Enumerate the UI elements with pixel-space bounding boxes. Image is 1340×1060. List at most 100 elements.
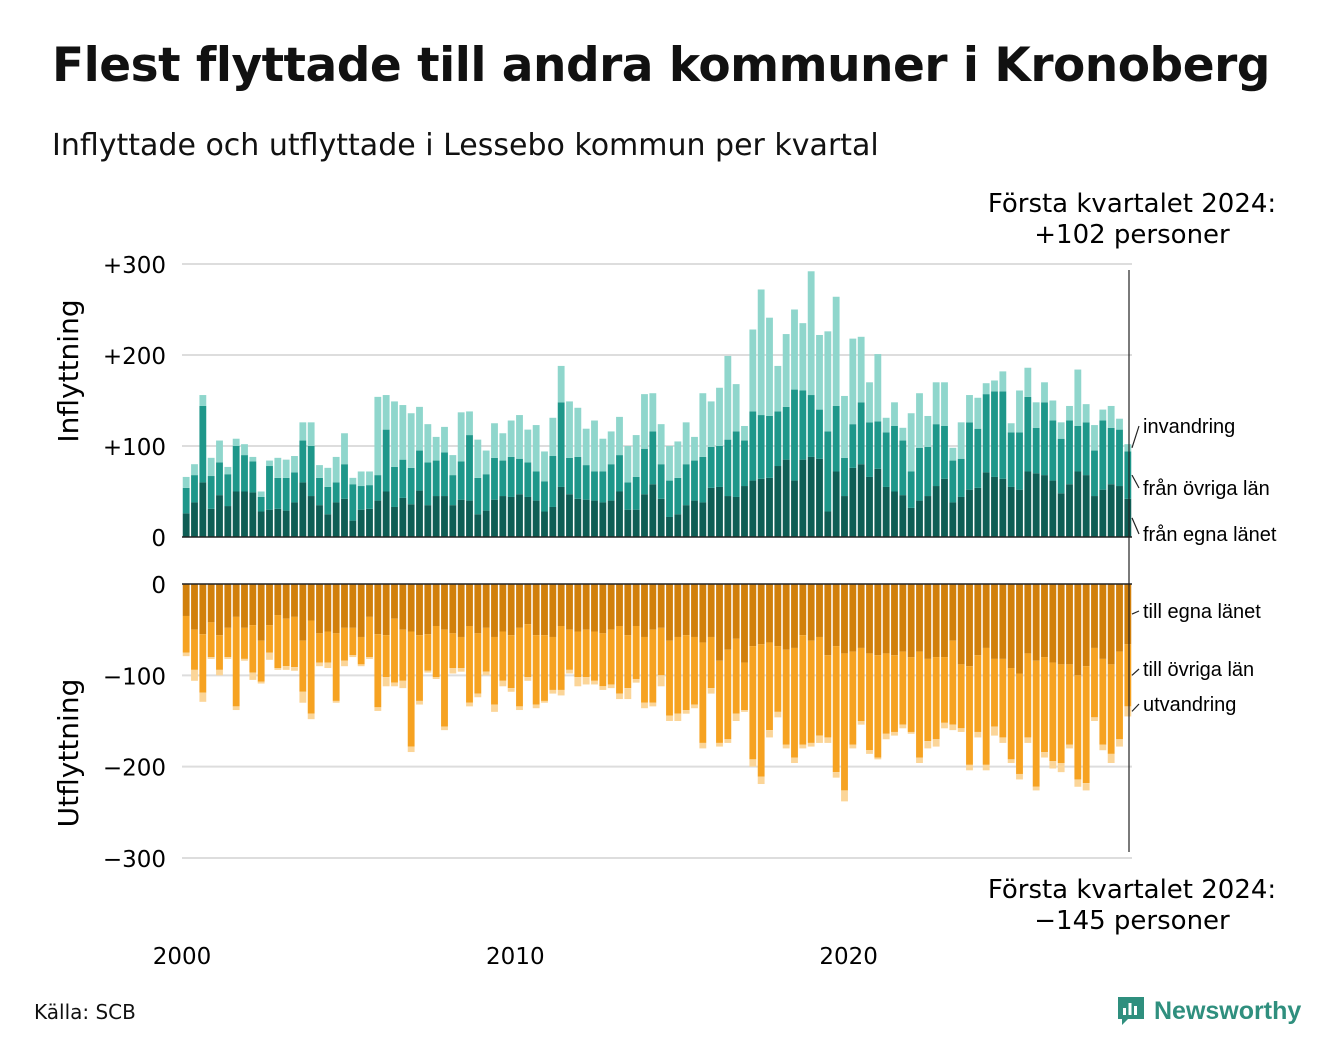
bar-in-invandring (799, 323, 807, 391)
bar-out-utvandring (332, 700, 340, 703)
bar-out-egna (991, 584, 998, 659)
bar-in-invandring (491, 423, 498, 458)
bar-in-egna (732, 496, 740, 537)
bar-in-ovriga (816, 409, 823, 459)
bar-out-utvandring (1116, 739, 1123, 747)
bar-out-utvandring (541, 700, 548, 703)
bar-out-ovriga (216, 635, 223, 670)
bar-in-ovriga (507, 456, 515, 497)
bar-out-egna (666, 584, 673, 641)
bar-in-egna (207, 508, 215, 537)
bar-in-invandring (449, 455, 457, 476)
bar-in-invandring (699, 393, 707, 457)
bar-in-ovriga (974, 428, 982, 488)
bar-out-egna (882, 584, 890, 654)
bar-out-egna (907, 584, 915, 658)
bar-out-egna (866, 584, 873, 654)
bar-in-invandring (341, 433, 348, 465)
bar-out-utvandring (591, 680, 598, 685)
bar-out-utvandring (241, 658, 248, 661)
bar-in-ovriga (282, 477, 290, 511)
bar-in-egna (707, 487, 715, 537)
bar-in-ovriga (449, 475, 457, 506)
bar-out-utvandring (324, 662, 332, 669)
bar-out-ovriga (307, 620, 315, 714)
bar-out-ovriga (224, 627, 232, 658)
bar-in-ovriga (1082, 422, 1090, 476)
bar-out-egna (966, 584, 973, 667)
bar-in-ovriga (466, 435, 473, 501)
bar-in-egna (782, 459, 790, 537)
bar-in-invandring (199, 395, 207, 406)
bar-in-egna (374, 500, 382, 537)
bar-out-egna (674, 584, 682, 637)
bar-in-egna (766, 477, 773, 537)
bar-in-invandring (332, 456, 340, 483)
bar-out-utvandring (574, 677, 582, 687)
bar-in-invandring (349, 477, 357, 485)
bar-in-egna (1099, 489, 1107, 537)
bar-out-utvandring (1049, 761, 1057, 769)
bar-out-egna (574, 584, 582, 632)
bar-out-utvandring (999, 737, 1007, 743)
bar-in-egna (332, 502, 340, 537)
bar-out-ovriga (282, 618, 290, 667)
bar-in-ovriga (824, 431, 832, 512)
bar-in-invandring (441, 426, 448, 453)
bar-out-egna (941, 584, 948, 658)
bar-out-egna (632, 584, 640, 627)
bar-in-egna (774, 466, 782, 537)
bar-out-utvandring (1066, 744, 1073, 749)
bar-in-ovriga (699, 456, 707, 503)
bar-in-invandring (507, 420, 515, 457)
bar-in-ovriga (332, 482, 340, 503)
bar-in-invandring (741, 425, 748, 441)
bar-out-ovriga (991, 658, 998, 727)
bar-out-utvandring (1007, 759, 1015, 764)
bar-out-utvandring (316, 662, 323, 667)
y-tick-label: 0 (151, 526, 166, 552)
bar-in-ovriga (182, 487, 190, 514)
bar-in-ovriga (566, 457, 573, 495)
bar-in-ovriga (457, 461, 465, 500)
bar-in-ovriga (1074, 425, 1082, 472)
bar-in-egna (291, 502, 298, 537)
bar-out-egna (282, 584, 290, 619)
bar-in-egna (1082, 475, 1090, 537)
bar-out-egna (357, 584, 365, 637)
bar-out-egna (499, 584, 507, 632)
bar-in-invandring (282, 459, 290, 478)
bar-in-egna (457, 499, 465, 537)
bar-in-egna (907, 507, 915, 537)
bar-out-utvandring (307, 713, 315, 720)
bar-in-invandring (1041, 382, 1048, 403)
bar-in-invandring (674, 441, 682, 478)
bar-in-egna (341, 498, 348, 537)
bar-out-ovriga (741, 662, 748, 711)
bar-in-ovriga (782, 406, 790, 460)
bar-in-ovriga (724, 439, 732, 497)
bar-out-utvandring (532, 704, 540, 709)
bar-out-utvandring (966, 764, 973, 771)
bar-in-ovriga (582, 465, 590, 500)
bar-out-ovriga (641, 636, 648, 703)
bar-out-utvandring (432, 677, 440, 679)
bar-in-invandring (882, 417, 890, 433)
bar-in-invandring (807, 271, 815, 396)
bar-in-egna (874, 468, 882, 537)
bar-out-ovriga (299, 640, 307, 692)
bar-out-ovriga (207, 622, 215, 658)
bar-in-invandring (924, 415, 932, 447)
bar-in-egna (616, 491, 623, 537)
bar-in-egna (316, 505, 323, 537)
bar-out-egna (1124, 584, 1132, 645)
bar-out-ovriga (316, 633, 323, 663)
bar-out-egna (957, 584, 965, 665)
bar-out-egna (432, 584, 440, 627)
bar-in-ovriga (399, 459, 407, 498)
bar-out-utvandring (949, 724, 957, 731)
bar-out-egna (507, 584, 515, 636)
bar-in-invandring (1099, 409, 1107, 421)
bar-in-invandring (1024, 367, 1032, 397)
source-note: Källa: SCB (34, 1000, 136, 1024)
